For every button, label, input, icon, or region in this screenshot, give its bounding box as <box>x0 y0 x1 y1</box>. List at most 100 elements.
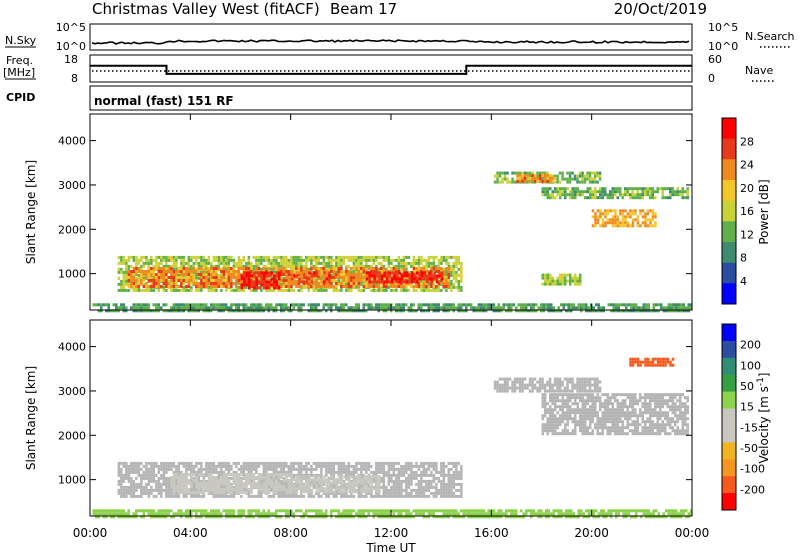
power-cell <box>172 267 176 271</box>
velocity-cell <box>323 487 326 491</box>
velocity-cell <box>395 473 398 477</box>
power-cell <box>317 258 321 262</box>
power-cell <box>579 279 582 283</box>
velocity-cell <box>325 478 329 482</box>
velocity-cell <box>367 482 371 486</box>
power-cell <box>398 271 401 275</box>
power-cell <box>447 255 451 259</box>
velocity-cell <box>345 488 348 492</box>
power-cell <box>579 190 582 194</box>
velocity-cell <box>390 464 393 468</box>
power-cell <box>457 288 461 292</box>
power-cell <box>260 258 263 262</box>
power-cell <box>624 187 627 191</box>
power-cell <box>528 174 532 178</box>
power-cell <box>340 282 343 285</box>
power-cell <box>142 285 146 288</box>
power-cell <box>412 303 415 307</box>
power-cell <box>162 279 166 282</box>
velocity-cell <box>320 464 323 468</box>
velocity-cell <box>140 461 143 465</box>
velocity-cell <box>170 464 173 468</box>
power-cell <box>117 276 121 280</box>
power-cell <box>561 174 564 178</box>
power-cell <box>611 190 614 194</box>
power-cell <box>614 215 617 219</box>
power-cell <box>207 258 211 262</box>
power-cell <box>292 306 295 310</box>
power-cell <box>207 267 211 270</box>
velocity-cell <box>405 467 408 471</box>
power-cell <box>162 288 166 292</box>
power-cell <box>142 264 146 268</box>
velocity-cell <box>242 464 246 468</box>
power-cell <box>170 309 173 313</box>
power-cell <box>297 261 301 265</box>
power-cell <box>373 280 376 284</box>
velocity-cell <box>212 479 216 482</box>
velocity-cell <box>160 491 163 495</box>
power-cell <box>526 173 529 177</box>
power-cell <box>425 309 428 313</box>
power-cell <box>97 309 100 313</box>
power-cell <box>190 309 193 313</box>
velocity-cell <box>260 485 263 488</box>
power-cell <box>210 264 213 268</box>
velocity-cell <box>122 491 126 495</box>
power-cell <box>397 264 401 268</box>
power-cell <box>497 306 500 310</box>
power-cell <box>242 303 245 307</box>
velocity-cell <box>245 479 248 482</box>
velocity-cell <box>175 470 178 474</box>
power-cell <box>525 309 528 313</box>
power-cell <box>362 273 366 277</box>
power-cell <box>687 303 690 307</box>
power-cell <box>387 264 391 268</box>
power-cell <box>280 258 283 262</box>
velocity-cell <box>395 461 398 465</box>
velocity-cell <box>322 464 326 468</box>
velocity-cell <box>117 464 121 468</box>
power-cell <box>355 261 358 265</box>
power-cell <box>222 267 226 270</box>
velocity-cell <box>132 482 136 486</box>
power-cell <box>532 306 535 310</box>
power-cell <box>262 255 266 259</box>
power-cell <box>546 176 549 180</box>
velocity-cell <box>452 461 456 465</box>
power-cell <box>408 274 411 278</box>
power-cell <box>230 267 233 270</box>
power-cell <box>407 306 410 310</box>
velocity-cell <box>257 473 261 476</box>
power-colorbar-swatch <box>722 159 736 181</box>
power-cell <box>649 221 652 225</box>
power-cell <box>589 196 592 200</box>
power-cell <box>425 274 429 278</box>
power-cell <box>310 264 313 268</box>
velocity-cell <box>450 473 453 477</box>
velocity-cell <box>172 470 176 474</box>
velocity-cell <box>365 461 368 465</box>
velocity-cell <box>442 485 446 489</box>
power-cell <box>550 303 553 307</box>
power-cell <box>496 171 499 175</box>
power-cell <box>340 267 343 270</box>
power-cell <box>232 303 235 307</box>
power-cell <box>452 270 456 274</box>
power-cell <box>205 279 208 282</box>
power-cell <box>120 282 123 286</box>
power-cell <box>362 303 365 307</box>
power-cell <box>315 271 319 275</box>
power-cell <box>227 282 231 285</box>
power-cell <box>200 261 203 265</box>
power-cell <box>544 276 547 280</box>
velocity-cell <box>122 473 126 477</box>
power-cell <box>523 173 527 177</box>
power-cell <box>427 264 431 268</box>
power-cell <box>551 174 554 178</box>
power-cell <box>167 309 170 313</box>
power-cell <box>365 255 368 259</box>
power-cell <box>207 306 210 310</box>
power-cell <box>132 258 136 262</box>
velocity-cell <box>165 461 168 465</box>
